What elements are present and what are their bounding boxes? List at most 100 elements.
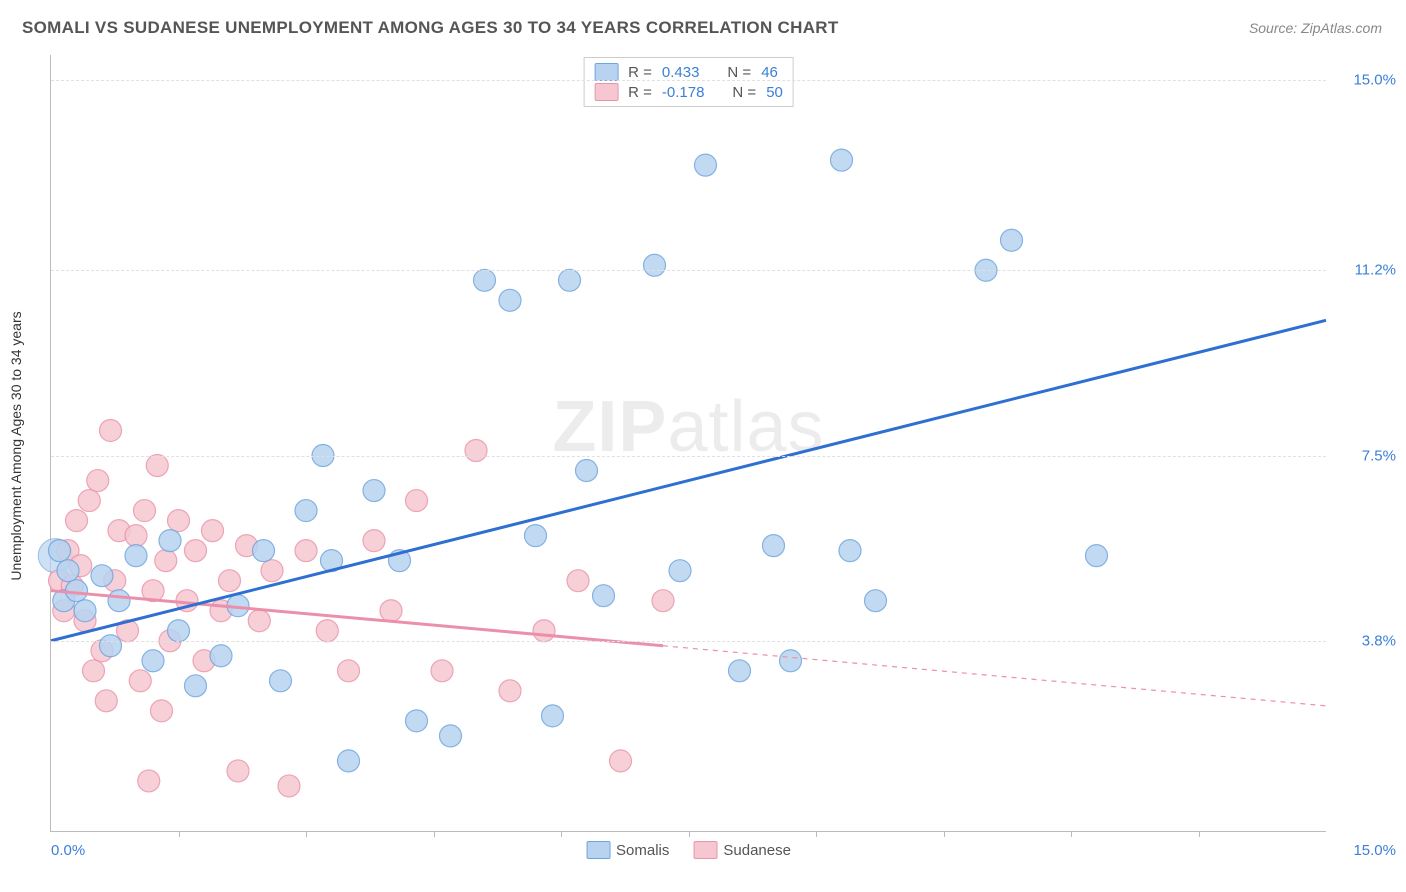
scatter-point — [533, 620, 555, 642]
legend-label-somalis: Somalis — [616, 842, 669, 859]
scatter-point — [1001, 229, 1023, 251]
scatter-point — [95, 690, 117, 712]
y-tick-label: 11.2% — [1336, 262, 1396, 279]
y-tick-label: 15.0% — [1336, 72, 1396, 89]
scatter-point — [295, 540, 317, 562]
scatter-point — [49, 540, 71, 562]
legend-item-somalis: Somalis — [586, 841, 669, 859]
scatter-point — [593, 585, 615, 607]
scatter-point — [125, 525, 147, 547]
scatter-point — [465, 440, 487, 462]
scatter-point — [431, 660, 453, 682]
scatter-point — [134, 500, 156, 522]
scatter-point — [57, 560, 79, 582]
scatter-point — [185, 675, 207, 697]
scatter-point — [669, 560, 691, 582]
scatter-point — [83, 660, 105, 682]
scatter-point — [108, 590, 130, 612]
scatter-point — [525, 525, 547, 547]
trend-line — [663, 646, 1326, 706]
x-tick — [434, 831, 435, 837]
x-tick — [689, 831, 690, 837]
legend-item-sudanese: Sudanese — [693, 841, 791, 859]
scatter-point — [559, 269, 581, 291]
scatter-point — [146, 455, 168, 477]
swatch-somalis-icon — [586, 841, 610, 859]
trend-line — [51, 320, 1326, 640]
scatter-point — [66, 510, 88, 532]
scatter-point — [652, 590, 674, 612]
scatter-point — [763, 535, 785, 557]
swatch-sudanese-icon — [693, 841, 717, 859]
x-tick — [1199, 831, 1200, 837]
scatter-point — [91, 565, 113, 587]
x-tick — [1071, 831, 1072, 837]
scatter-point — [338, 660, 360, 682]
scatter-point — [78, 490, 100, 512]
scatter-point — [474, 269, 496, 291]
scatter-point — [261, 560, 283, 582]
scatter-point — [151, 700, 173, 722]
x-axis-min-label: 0.0% — [51, 842, 85, 859]
scatter-point — [729, 660, 751, 682]
source-attribution: Source: ZipAtlas.com — [1249, 20, 1382, 36]
gridline — [51, 641, 1326, 642]
scatter-point — [253, 540, 275, 562]
gridline — [51, 270, 1326, 271]
scatter-point — [839, 540, 861, 562]
scatter-point — [248, 610, 270, 632]
scatter-point — [316, 620, 338, 642]
scatter-point — [865, 590, 887, 612]
scatter-point — [576, 460, 598, 482]
y-tick-label: 7.5% — [1336, 447, 1396, 464]
scatter-point — [499, 289, 521, 311]
scatter-point — [406, 490, 428, 512]
plot-area: ZIPatlas R = 0.433 N = 46 R = -0.178 N =… — [50, 55, 1326, 832]
y-axis-label: Unemployment Among Ages 30 to 34 years — [8, 311, 24, 580]
chart-title: SOMALI VS SUDANESE UNEMPLOYMENT AMONG AG… — [22, 18, 839, 38]
scatter-point — [380, 600, 402, 622]
scatter-point — [363, 530, 385, 552]
scatter-point — [363, 480, 385, 502]
scatter-point — [100, 419, 122, 441]
legend-label-sudanese: Sudanese — [723, 842, 791, 859]
scatter-point — [227, 760, 249, 782]
scatter-point — [610, 750, 632, 772]
scatter-point — [100, 635, 122, 657]
scatter-point — [159, 530, 181, 552]
x-tick — [306, 831, 307, 837]
scatter-point — [1086, 545, 1108, 567]
x-tick — [179, 831, 180, 837]
scatter-point — [567, 570, 589, 592]
scatter-point — [295, 500, 317, 522]
scatter-point — [278, 775, 300, 797]
x-tick — [816, 831, 817, 837]
scatter-point — [338, 750, 360, 772]
scatter-point — [142, 650, 164, 672]
scatter-point — [270, 670, 292, 692]
scatter-point — [695, 154, 717, 176]
gridline — [51, 80, 1326, 81]
scatter-point — [87, 470, 109, 492]
scatter-point — [499, 680, 521, 702]
scatter-point — [780, 650, 802, 672]
scatter-point — [168, 620, 190, 642]
scatter-point — [74, 600, 96, 622]
scatter-point — [125, 545, 147, 567]
scatter-point — [168, 510, 190, 532]
x-tick — [944, 831, 945, 837]
scatter-point — [138, 770, 160, 792]
scatter-point — [66, 580, 88, 602]
scatter-point — [210, 645, 232, 667]
scatter-point — [202, 520, 224, 542]
scatter-point — [406, 710, 428, 732]
scatter-point — [219, 570, 241, 592]
y-tick-label: 3.8% — [1336, 632, 1396, 649]
gridline — [51, 456, 1326, 457]
x-axis-max-label: 15.0% — [1336, 842, 1396, 859]
plot-svg — [51, 55, 1326, 831]
scatter-point — [542, 705, 564, 727]
scatter-point — [155, 550, 177, 572]
x-tick — [561, 831, 562, 837]
series-legend: Somalis Sudanese — [586, 841, 791, 859]
